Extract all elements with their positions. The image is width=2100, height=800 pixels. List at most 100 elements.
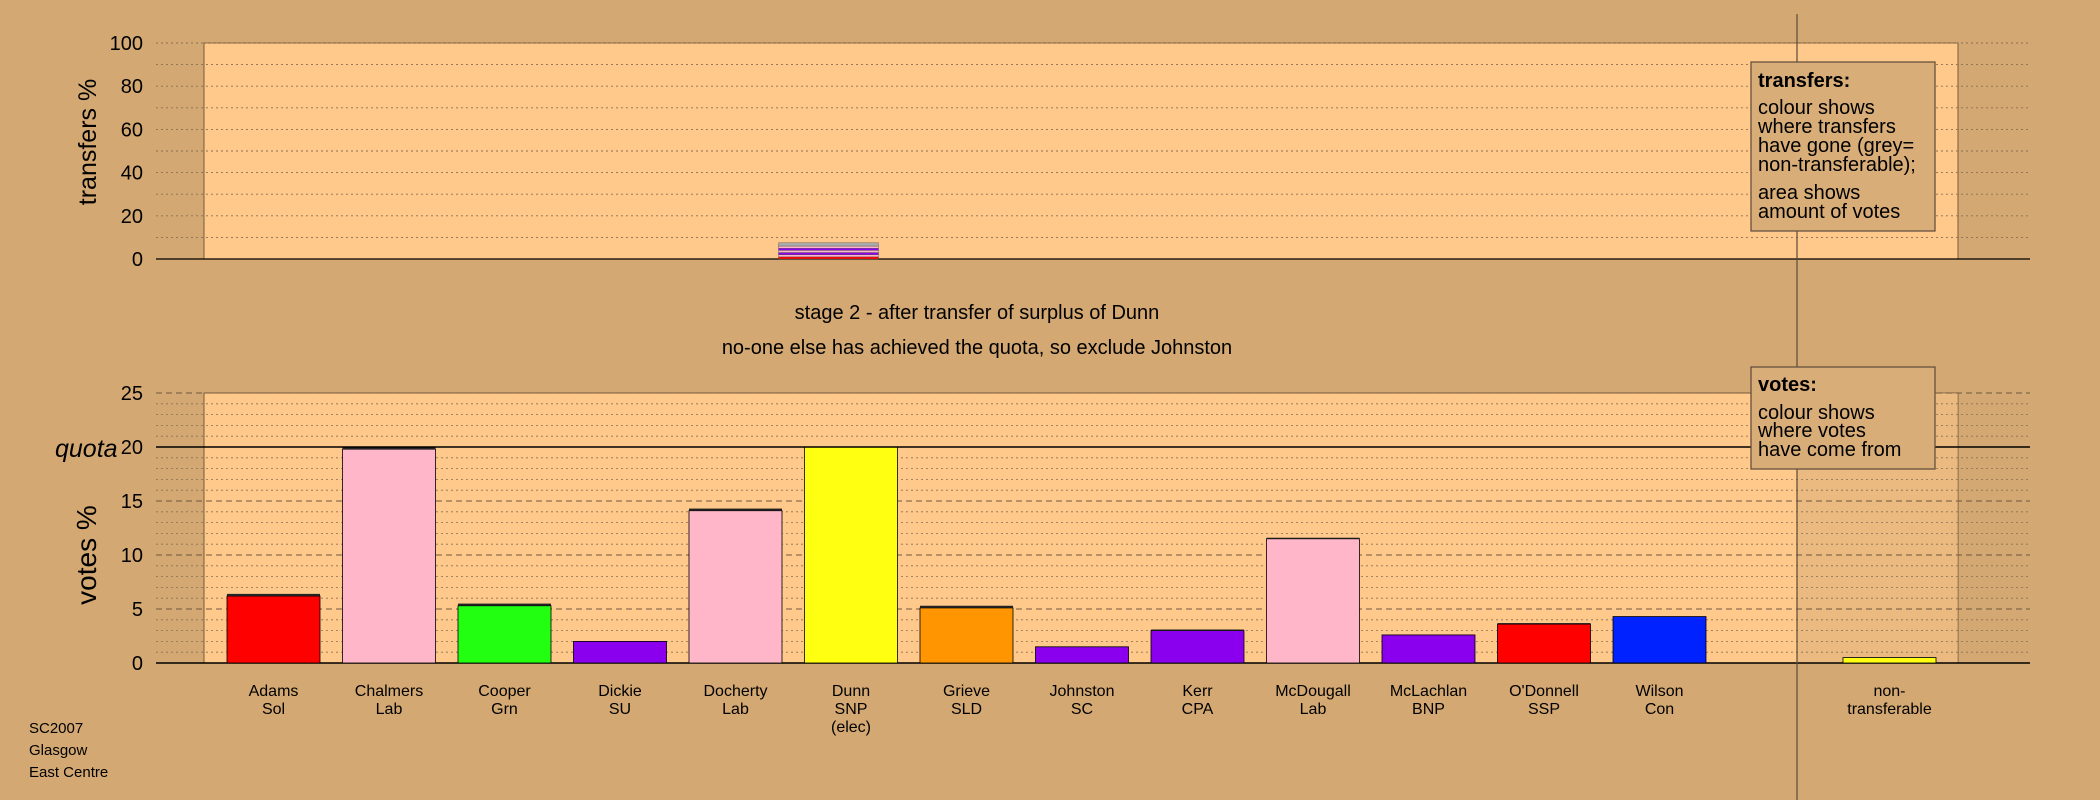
vote-bar <box>457 605 552 664</box>
transfers-tick-label: 60 <box>121 119 143 141</box>
candidate-party: Sol <box>262 701 285 718</box>
votes-legend-title: votes: <box>1758 374 1817 396</box>
vote-bar-transfer-top <box>1266 537 1360 539</box>
transfer-segment <box>778 254 879 258</box>
transfers-tick-label: 0 <box>132 249 143 271</box>
vote-bar <box>919 607 1014 664</box>
transfers-legend-line-4: non-transferable); <box>1758 154 1916 176</box>
vote-bar-transfer-top <box>342 447 436 450</box>
candidate-name: Docherty <box>703 683 767 700</box>
footer-line-3: East Centre <box>29 764 108 781</box>
transfer-stack <box>778 242 879 260</box>
votes-axis-label: votes % <box>71 505 102 605</box>
candidate-party: Lab <box>376 701 403 718</box>
candidate-name: Grieve <box>943 683 990 700</box>
transfer-segment <box>778 256 879 260</box>
candidate-party: SU <box>609 701 631 718</box>
exclude-text: no-one else has achieved the quota, so e… <box>722 337 1232 359</box>
votes-legend: votes: colour shows where votes have com… <box>1750 366 1936 470</box>
footer-line-1: SC2007 <box>29 720 83 737</box>
votes-gridlines <box>156 392 2030 653</box>
votes-tick-label: 0 <box>132 653 143 675</box>
vote-bar <box>1612 616 1707 664</box>
transfers-legend-line-6: amount of votes <box>1758 201 1900 223</box>
vote-bar <box>1266 538 1360 664</box>
transfers-legend-title: transfers: <box>1758 70 1850 92</box>
votes-legend-box <box>1750 366 1936 470</box>
candidate-party: CPA <box>1182 701 1214 718</box>
votes-tick-labels: 0 5 10 15 20 25 <box>121 383 143 675</box>
transfers-gridlines <box>156 42 2030 238</box>
votes-legend-line-1: colour shows <box>1758 402 1875 424</box>
candidate-party: Lab <box>1300 701 1327 718</box>
transfer-segment <box>778 242 879 247</box>
quota-label: quota <box>55 435 118 463</box>
votes-tick-label: 20 <box>121 437 143 459</box>
vote-bar <box>688 510 783 664</box>
vote-bar <box>804 446 898 664</box>
candidate-name: Wilson <box>1635 683 1683 700</box>
candidate-party: Lab <box>722 701 749 718</box>
candidate-party: Con <box>1645 701 1674 718</box>
candidate-name: Johnston <box>1050 683 1115 700</box>
vote-bar <box>1035 646 1129 664</box>
footer-line-2: Glasgow <box>29 742 88 759</box>
candidate-name: Kerr <box>1182 683 1213 700</box>
candidate-party: SNP <box>835 701 868 718</box>
non-transferable-label-1: non- <box>1873 683 1905 700</box>
transfer-segment <box>778 247 879 251</box>
vote-bar-transfer-top <box>1151 629 1244 631</box>
candidate-party: BNP <box>1412 701 1445 718</box>
vote-bar <box>226 595 321 664</box>
transfers-tick-labels: 0 20 40 60 80 100 <box>110 33 143 271</box>
vote-bar <box>1497 623 1591 664</box>
transfers-legend: transfers: colour shows where transfers … <box>1750 61 1936 232</box>
non-transferable-label-2: transferable <box>1847 701 1932 718</box>
transfers-legend-line-1: colour shows <box>1758 97 1875 119</box>
vote-bar-transfer-top <box>920 605 1013 608</box>
transfers-legend-line-5: area shows <box>1758 182 1860 204</box>
vote-bar-transfer-top <box>689 508 782 511</box>
transfers-tick-label: 100 <box>110 33 143 55</box>
vote-bar <box>1381 634 1476 664</box>
vote-bar-transfer-top <box>227 593 320 597</box>
candidate-name: O'Donnell <box>1509 683 1579 700</box>
vote-bars <box>226 446 1937 664</box>
vote-bar-transfer-top <box>1497 623 1591 625</box>
vote-bar-transfer-top <box>458 603 551 606</box>
candidate-party: SLD <box>951 701 982 718</box>
transfer-segment <box>778 245 879 249</box>
votes-tick-label: 10 <box>121 545 143 567</box>
candidate-name: McLachlan <box>1390 683 1467 700</box>
votes-tick-label: 25 <box>121 383 143 405</box>
votes-tick-label: 15 <box>121 491 143 513</box>
candidate-party: Grn <box>491 701 518 718</box>
vote-bar <box>573 641 667 664</box>
non-transferable-bar <box>1842 657 1937 664</box>
stage-text: stage 2 - after transfer of surplus of D… <box>795 302 1160 324</box>
transfers-legend-box <box>1750 61 1936 232</box>
vote-bar <box>342 448 436 664</box>
transfer-segment <box>778 252 879 255</box>
candidate-status: (elec) <box>831 719 871 736</box>
candidate-name: Adams <box>249 683 299 700</box>
votes-legend-line-3: have come from <box>1758 439 1901 461</box>
candidate-name: Chalmers <box>355 683 423 700</box>
transfer-segment <box>778 250 879 253</box>
transfers-axis-label: transfers % <box>74 79 102 205</box>
candidate-labels: AdamsSolChalmersLabCooperGrnDickieSUDoch… <box>249 683 1932 736</box>
vote-bar <box>1150 630 1245 664</box>
votes-tick-label: 5 <box>132 599 143 621</box>
candidate-name: Dunn <box>832 683 870 700</box>
candidate-name: Dickie <box>598 683 642 700</box>
candidate-party: SSP <box>1528 701 1560 718</box>
candidate-name: Cooper <box>478 683 531 700</box>
transfers-tick-label: 40 <box>121 163 143 185</box>
transfers-tick-label: 80 <box>121 76 143 98</box>
transfers-legend-line-2: where transfers <box>1757 116 1896 138</box>
candidate-name: McDougall <box>1275 683 1351 700</box>
votes-legend-line-2: where votes <box>1757 420 1866 442</box>
transfers-legend-line-3: have gone (grey= <box>1758 135 1914 157</box>
candidate-party: SC <box>1071 701 1093 718</box>
